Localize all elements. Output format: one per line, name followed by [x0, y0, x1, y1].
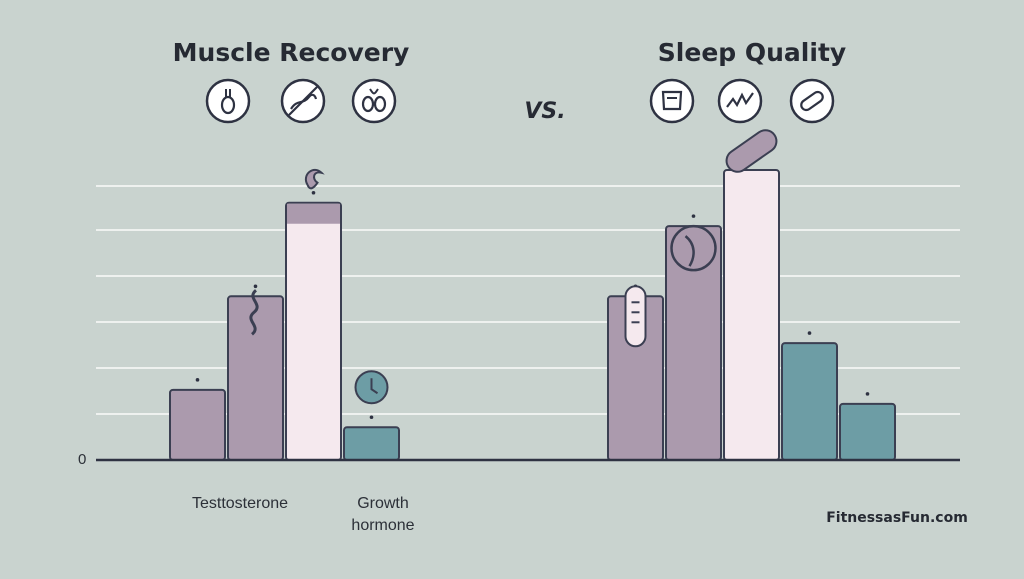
- right-bar-2: [723, 169, 780, 461]
- body-icon: [205, 78, 251, 124]
- category-label-testosterone: Testtosterone: [192, 495, 288, 512]
- zigzag-icon: [717, 78, 763, 124]
- kidney-icon: [351, 78, 397, 124]
- bar-decorations: [195, 129, 870, 420]
- left-bar-2: [285, 201, 342, 461]
- right-bar-dot-1: [691, 214, 696, 218]
- left-bar-dot-1: [253, 284, 258, 289]
- left-bar-dot-3: [369, 415, 374, 420]
- brand-watermark: FitnessasFun.com: [826, 510, 968, 526]
- pillow-icon: [649, 78, 695, 124]
- bandage-icon: [725, 129, 778, 173]
- capsule-icon: [789, 78, 835, 124]
- left-bar-0: [169, 388, 226, 462]
- left-bar-3: [343, 426, 400, 461]
- vs-label: VS.: [524, 99, 565, 124]
- no-dumbbell-icon: [280, 78, 326, 124]
- left-bar-dot-2: [311, 190, 316, 195]
- bar-series: [169, 169, 896, 462]
- left-bar-dot-0: [195, 378, 200, 382]
- swirl-icon: [305, 168, 325, 190]
- right-bar-4: [839, 402, 896, 462]
- right-bar-dot-3: [807, 331, 812, 335]
- thermometer-icon: [624, 285, 647, 348]
- right-bar-dot-4: [865, 392, 870, 396]
- y-tick-zero: 0: [78, 451, 86, 468]
- left-chart-title: Muscle Recovery: [173, 38, 410, 67]
- right-bar-3: [781, 342, 838, 461]
- clock-icon: [354, 370, 389, 405]
- wave-icon: [249, 289, 259, 336]
- moon-icon: [670, 224, 717, 272]
- right-bar-1: [665, 225, 722, 461]
- category-label-growth-hormone: Growth hormone: [351, 495, 414, 534]
- right-chart-title: Sleep Quality: [658, 38, 846, 67]
- left-bar-1: [227, 295, 284, 461]
- left-bar-cap: [287, 203, 340, 224]
